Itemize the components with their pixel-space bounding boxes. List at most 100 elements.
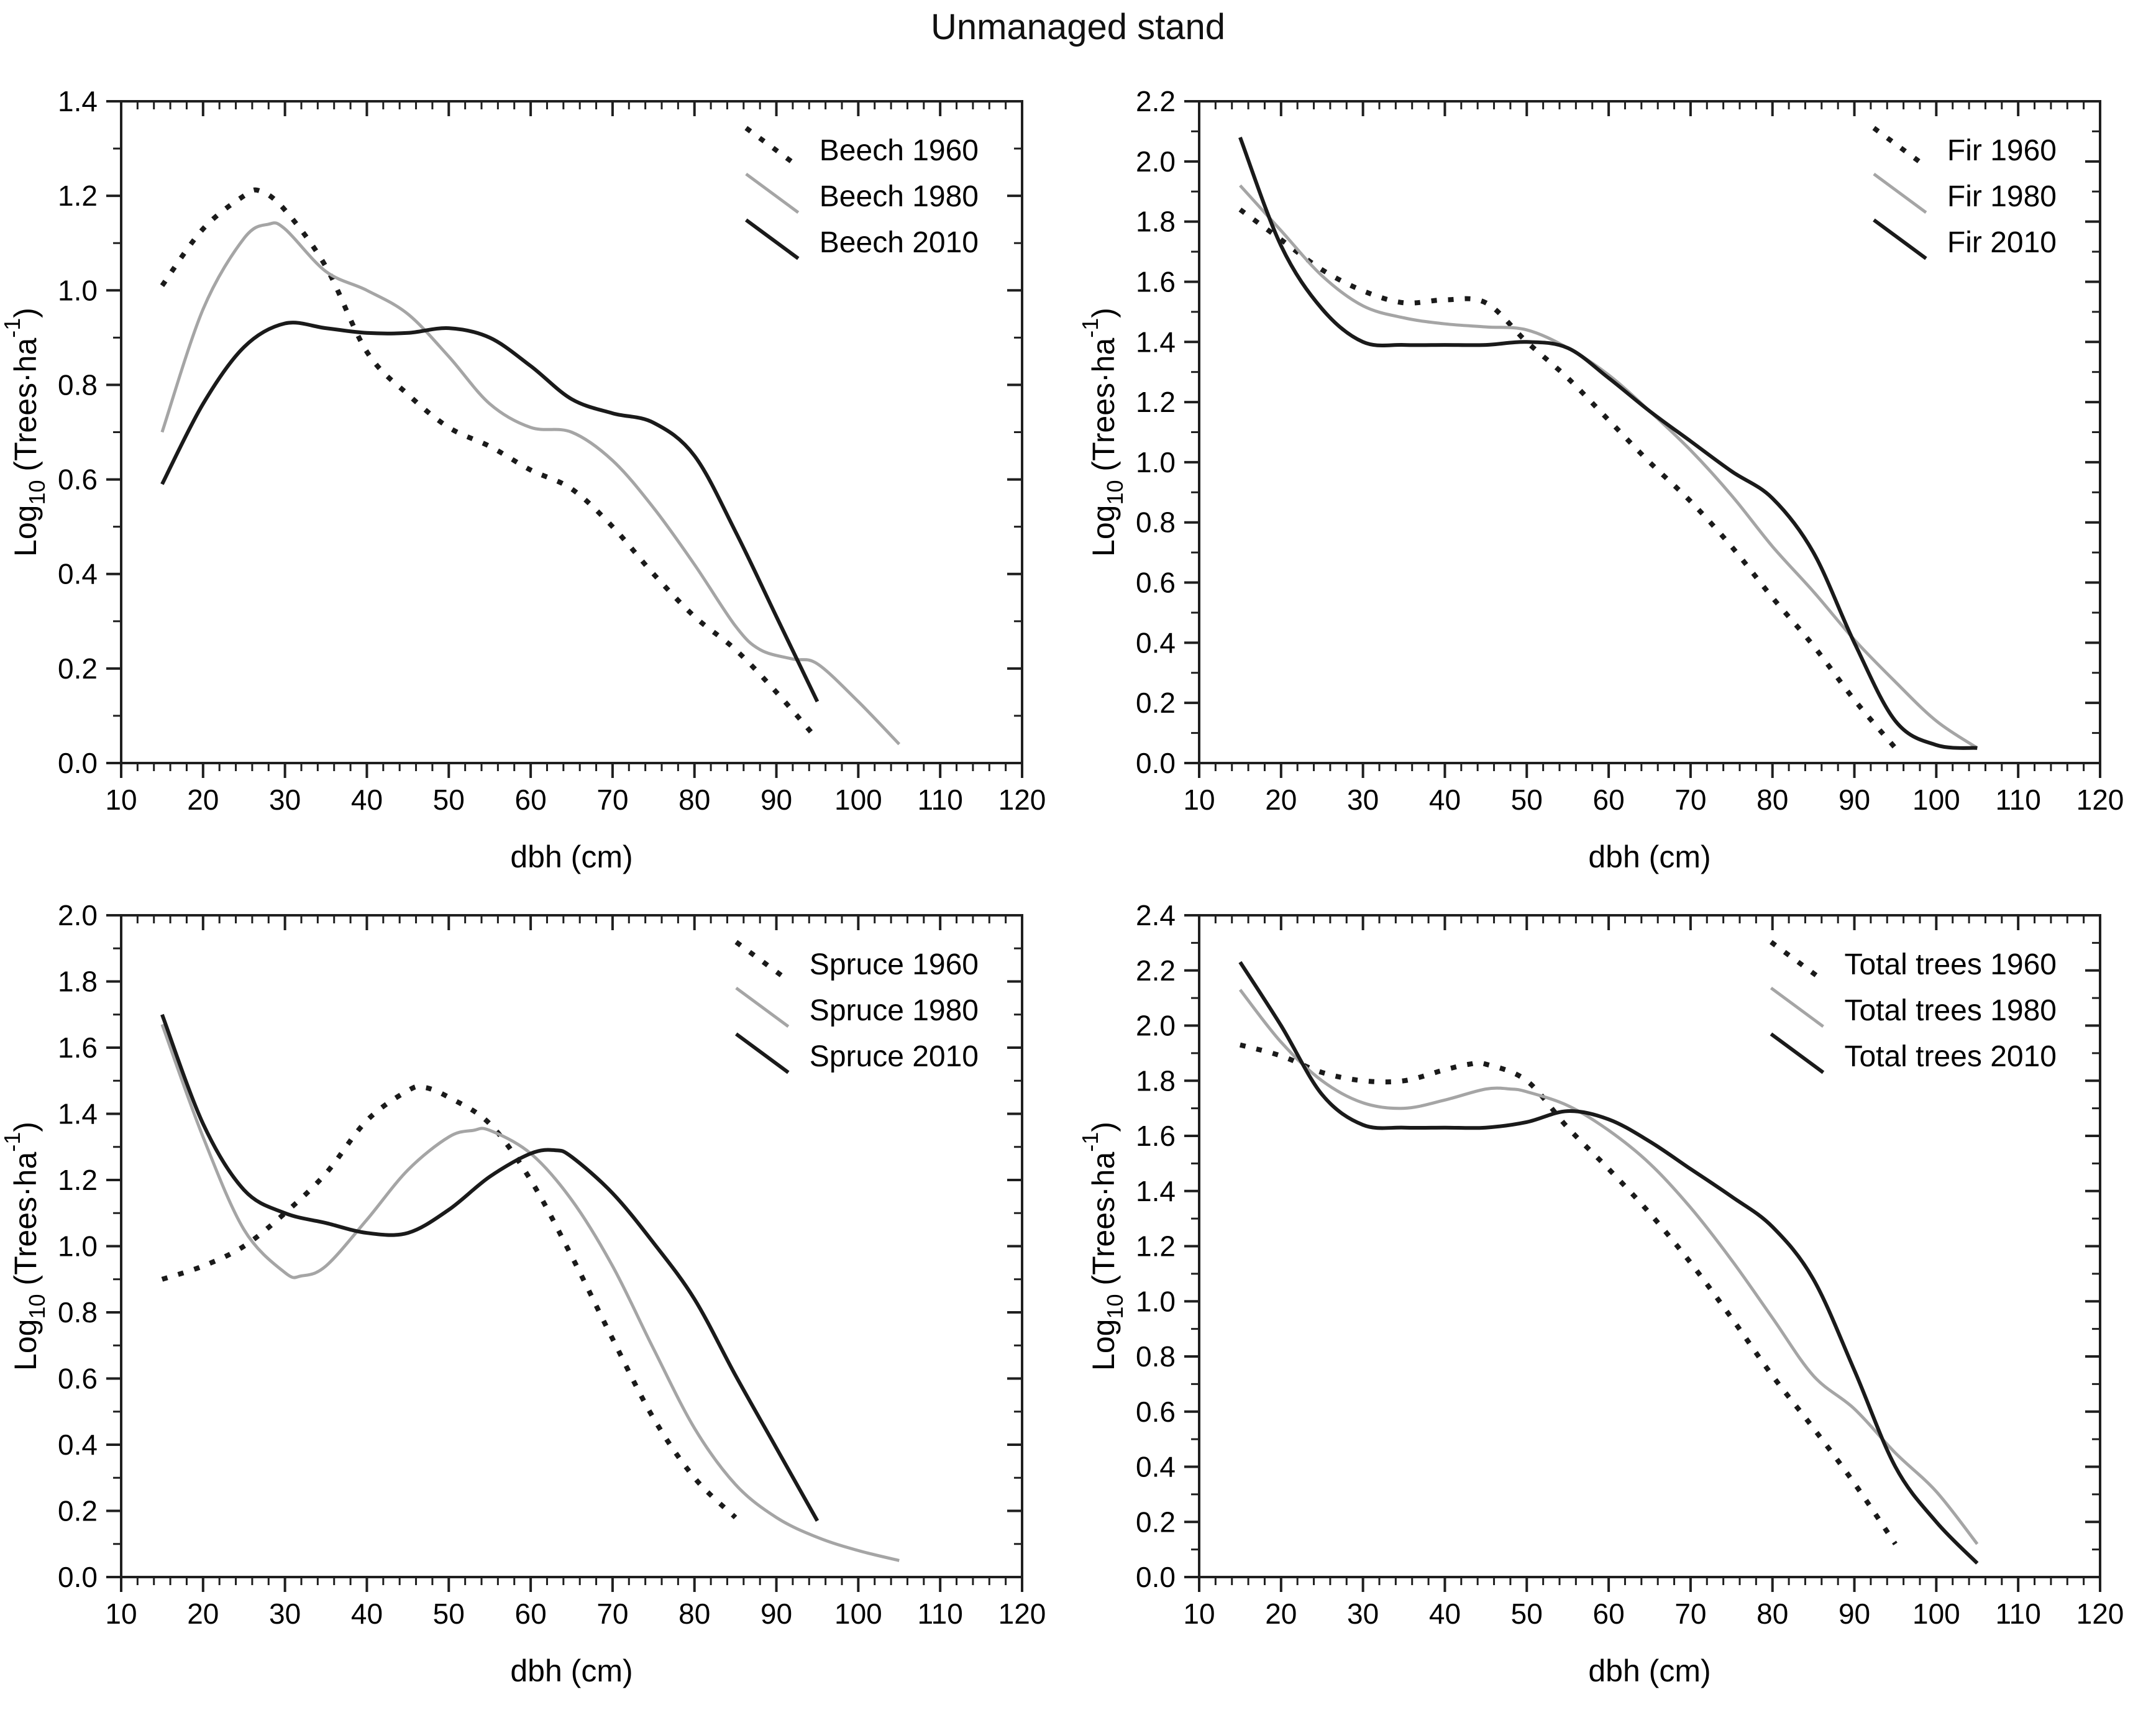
x-tick-label: 50 bbox=[1511, 784, 1543, 816]
y-axis-label: Log10 (Trees·ha-1) bbox=[1078, 1122, 1128, 1371]
legend-total-trees: Total trees 1960 Total trees 1980 Total tr… bbox=[1770, 940, 2057, 1074]
x-tick-label: 80 bbox=[678, 1598, 710, 1630]
chart-fir: 10 20 30 40 50 60 70 80 90 100 110 120 0.0 0.2 0.4 0.6 0… bbox=[1078, 85, 2124, 874]
y-axis-label: Log10 (Trees·ha-1) bbox=[1078, 308, 1128, 557]
y-tick-label: 2.0 bbox=[58, 899, 98, 931]
x-tick-label: 30 bbox=[1347, 784, 1379, 816]
legend-label: Fir 2010 bbox=[1947, 226, 2057, 259]
y-tick-label: 1.6 bbox=[1136, 1120, 1176, 1152]
x-tick-label: 10 bbox=[1183, 1598, 1215, 1630]
y-tick-label: 0.0 bbox=[58, 1561, 98, 1593]
x-axis-label: dbh (cm) bbox=[1588, 1653, 1711, 1688]
y-tick-label: 0.4 bbox=[58, 558, 98, 590]
x-tick-label: 10 bbox=[105, 784, 137, 816]
y-tick-label: 1.4 bbox=[1136, 326, 1176, 358]
series-line-total-trees-0 bbox=[1239, 1042, 1898, 1546]
x-axis-label: dbh (cm) bbox=[510, 839, 633, 874]
y-axis-label: Log10 (Trees·ha-1) bbox=[0, 1122, 50, 1371]
series-line-total-trees-2 bbox=[1238, 961, 1979, 1565]
series-line-total-trees-1 bbox=[1238, 989, 1979, 1545]
y-tick-label: 1.0 bbox=[58, 274, 98, 306]
x-tick-label: 110 bbox=[918, 1598, 963, 1630]
y-tick-label: 1.8 bbox=[1136, 206, 1176, 238]
series-line-fir-1 bbox=[1239, 184, 1978, 749]
y-tick-label: 0.4 bbox=[58, 1429, 98, 1461]
x-tick-label: 110 bbox=[1996, 1598, 2041, 1630]
series-line-spruce-2 bbox=[160, 1013, 820, 1522]
legend-line-sample bbox=[1770, 1032, 1825, 1074]
x-tick-label: 100 bbox=[834, 1598, 882, 1630]
y-tick-label: 1.2 bbox=[1136, 386, 1176, 418]
axis-ticks bbox=[1184, 100, 2101, 778]
y-tick-label: 1.0 bbox=[58, 1230, 98, 1263]
series-line-spruce-1 bbox=[160, 1023, 900, 1562]
y-tick-label: 0.6 bbox=[58, 464, 98, 496]
legend-line-sample bbox=[745, 172, 800, 214]
y-tick-label: 0.4 bbox=[1136, 626, 1176, 659]
x-tick-label: 50 bbox=[433, 784, 465, 816]
x-tick-label: 110 bbox=[1996, 784, 2041, 816]
x-tick-label: 40 bbox=[351, 1598, 383, 1630]
x-tick-label: 10 bbox=[1183, 784, 1215, 816]
x-tick-label: 20 bbox=[187, 784, 219, 816]
legend-label: Beech 1980 bbox=[820, 180, 979, 213]
x-tick-label: 30 bbox=[1347, 1598, 1379, 1630]
x-tick-label: 80 bbox=[1756, 1598, 1788, 1630]
x-tick-label: 90 bbox=[1839, 784, 1870, 816]
legend-label: Spruce 1980 bbox=[810, 994, 979, 1027]
axis-ticks bbox=[106, 914, 1023, 1592]
y-tick-label: 2.0 bbox=[1136, 1010, 1176, 1042]
x-tick-label: 70 bbox=[596, 784, 628, 816]
y-tick-label: 0.8 bbox=[1136, 1340, 1176, 1373]
x-tick-label: 60 bbox=[515, 1598, 547, 1630]
x-tick-label: 40 bbox=[1429, 784, 1461, 816]
x-tick-label: 30 bbox=[269, 784, 301, 816]
y-tick-label: 0.0 bbox=[1136, 1561, 1176, 1593]
legend-line-sample bbox=[1770, 986, 1824, 1028]
plot-area-spruce: 10 20 30 40 50 60 70 80 90 100 110 120 0.0 0.2 0.4 0.6 0… bbox=[0, 899, 1046, 1688]
y-tick-label: 0.8 bbox=[1136, 506, 1176, 539]
y-tick-label: 0.2 bbox=[1136, 687, 1176, 719]
legend-label: Spruce 2010 bbox=[810, 1040, 979, 1073]
y-tick-label: 2.2 bbox=[1136, 954, 1176, 987]
x-tick-label: 100 bbox=[1912, 784, 1960, 816]
x-tick-label: 80 bbox=[678, 784, 710, 816]
x-tick-label: 100 bbox=[834, 784, 882, 816]
y-tick-label: 0.8 bbox=[58, 368, 98, 401]
series-line-beech-1 bbox=[160, 221, 901, 746]
legend-label: Total trees 1960 bbox=[1844, 948, 2057, 981]
y-tick-label: 0.2 bbox=[58, 1495, 98, 1527]
series-line-spruce-0 bbox=[161, 1084, 738, 1519]
x-tick-label: 120 bbox=[2076, 784, 2124, 816]
x-tick-label: 30 bbox=[269, 1598, 301, 1630]
chart-spruce: 10 20 30 40 50 60 70 80 90 100 110 120 0.0 0.2 0.4 0.6 0… bbox=[0, 899, 1046, 1688]
legend-label: Spruce 1960 bbox=[810, 948, 979, 981]
y-tick-label: 0.0 bbox=[58, 747, 98, 779]
plot-area-beech: 10 20 30 40 50 60 70 80 90 100 110 120 0.0 0.2 0.4 0.6 0… bbox=[0, 85, 1046, 874]
x-tick-label: 20 bbox=[1265, 1598, 1297, 1630]
y-tick-label: 1.0 bbox=[1136, 1285, 1176, 1317]
x-tick-label: 20 bbox=[1265, 784, 1297, 816]
x-tick-label: 50 bbox=[1511, 1598, 1543, 1630]
x-tick-label: 60 bbox=[1593, 1598, 1625, 1630]
x-tick-label: 70 bbox=[596, 1598, 628, 1630]
legend-line-sample bbox=[1873, 218, 1927, 260]
legend-label: Total trees 1980 bbox=[1844, 994, 2057, 1027]
axis-ticks bbox=[1184, 914, 2101, 1592]
y-tick-label: 1.4 bbox=[58, 1098, 98, 1130]
legend-line-sample bbox=[1872, 126, 1928, 169]
y-axis-label: Log10 (Trees·ha-1) bbox=[0, 308, 50, 557]
x-tick-label: 110 bbox=[918, 784, 963, 816]
x-tick-label: 120 bbox=[998, 784, 1046, 816]
legend-line-sample bbox=[1873, 172, 1927, 214]
x-tick-label: 10 bbox=[105, 1598, 137, 1630]
legend-label: Fir 1980 bbox=[1947, 180, 2057, 213]
y-tick-label: 1.6 bbox=[1136, 265, 1176, 298]
x-tick-label: 60 bbox=[515, 784, 547, 816]
chart-beech: 10 20 30 40 50 60 70 80 90 100 110 120 0.0 0.2 0.4 0.6 0… bbox=[0, 85, 1046, 874]
y-tick-label: 1.8 bbox=[1136, 1064, 1176, 1097]
y-tick-label: 0.6 bbox=[1136, 1396, 1176, 1428]
axis-ticks bbox=[106, 100, 1023, 778]
y-tick-label: 0.2 bbox=[58, 652, 98, 685]
x-axis-label: dbh (cm) bbox=[1588, 839, 1711, 874]
